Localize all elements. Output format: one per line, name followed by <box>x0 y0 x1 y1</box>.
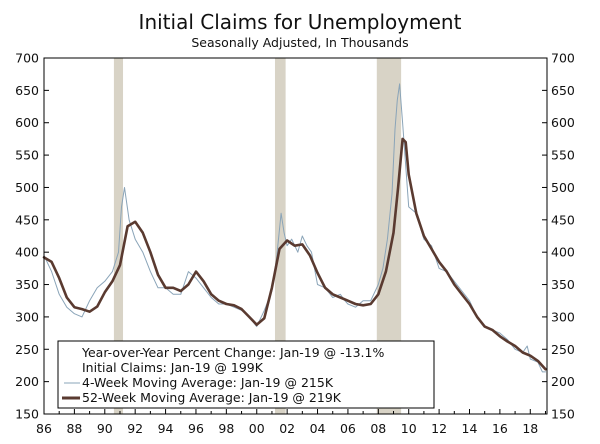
x-tick-label: 94 <box>158 421 174 436</box>
plot-frame <box>43 57 548 415</box>
legend-entry-yoy: Year-over-Year Percent Change: Jan-19 @ … <box>81 345 384 360</box>
x-tick-label: 12 <box>431 421 447 436</box>
y-tick-label-left: 700 <box>15 51 39 66</box>
y-tick-label-right: 150 <box>551 407 575 422</box>
legend-entry-4-week: 4-Week Moving Average: Jan-19 @ 215K <box>82 375 334 390</box>
y-tick-label-right: 400 <box>551 245 575 260</box>
x-tick-label: 08 <box>370 421 386 436</box>
x-axis: 86 88 90 92 94 96 98 00 02 04 06 08 10 12 14 16 18 <box>36 409 546 436</box>
y-axis-right: 150 200 250 300 350 400 450 500 550 600 650 700 <box>542 51 575 422</box>
series-line-fifty_two_week <box>42 137 547 371</box>
y-axis-left: 150 200 250 300 350 400 450 500 550 600 650 700 <box>15 51 49 422</box>
recession-band-1 <box>274 58 286 414</box>
y-tick-label-left: 600 <box>15 115 39 130</box>
legend: Year-over-Year Percent Change: Jan-19 @ … <box>57 340 435 409</box>
y-tick-label-right: 450 <box>551 212 575 227</box>
chart-subtitle: Seasonally Adjusted, In Thousands <box>191 35 408 50</box>
y-tick-label-right: 650 <box>551 83 575 98</box>
x-tick-label: 98 <box>218 421 234 436</box>
y-tick-label-right: 200 <box>551 374 575 389</box>
series-line-four_week <box>43 83 546 373</box>
y-tick-label-right: 700 <box>551 51 575 66</box>
recession-band-0 <box>113 58 124 414</box>
y-tick-label-left: 200 <box>15 374 39 389</box>
legend-entry-initial-claims: Initial Claims: Jan-19 @ 199K <box>82 360 264 375</box>
y-tick-label-right: 350 <box>551 277 575 292</box>
y-tick-label-right: 250 <box>551 342 575 357</box>
x-tick-label: 88 <box>66 421 82 436</box>
x-tick-label: 04 <box>310 421 326 436</box>
y-tick-label-right: 550 <box>551 148 575 163</box>
y-tick-label-left: 400 <box>15 245 39 260</box>
y-tick-label-right: 300 <box>551 309 575 324</box>
x-tick-label: 86 <box>36 421 52 436</box>
x-tick-label: 90 <box>97 421 113 436</box>
x-tick-label: 14 <box>462 421 478 436</box>
y-tick-label-left: 450 <box>15 212 39 227</box>
x-tick-label: 10 <box>401 421 417 436</box>
y-tick-label-left: 250 <box>15 342 39 357</box>
y-tick-label-right: 600 <box>551 115 575 130</box>
chart-title: Initial Claims for Unemployment <box>139 10 462 34</box>
legend-entry-52-week: 52-Week Moving Average: Jan-19 @ 219K <box>82 390 342 405</box>
y-tick-label-left: 500 <box>15 180 39 195</box>
x-tick-label: 18 <box>522 421 538 436</box>
y-tick-label-right: 500 <box>551 180 575 195</box>
y-tick-label-left: 650 <box>15 83 39 98</box>
y-tick-label-left: 550 <box>15 148 39 163</box>
x-tick-label: 16 <box>492 421 508 436</box>
x-tick-label: 02 <box>279 421 295 436</box>
legend-box <box>57 340 435 409</box>
y-tick-label-left: 300 <box>15 309 39 324</box>
y-tick-label-left: 150 <box>15 407 39 422</box>
series-lines <box>42 83 547 373</box>
x-tick-label: 06 <box>340 421 356 436</box>
y-tick-label-left: 350 <box>15 277 39 292</box>
x-tick-label: 00 <box>249 421 265 436</box>
x-tick-label: 96 <box>188 421 204 436</box>
x-tick-label: 92 <box>127 421 143 436</box>
